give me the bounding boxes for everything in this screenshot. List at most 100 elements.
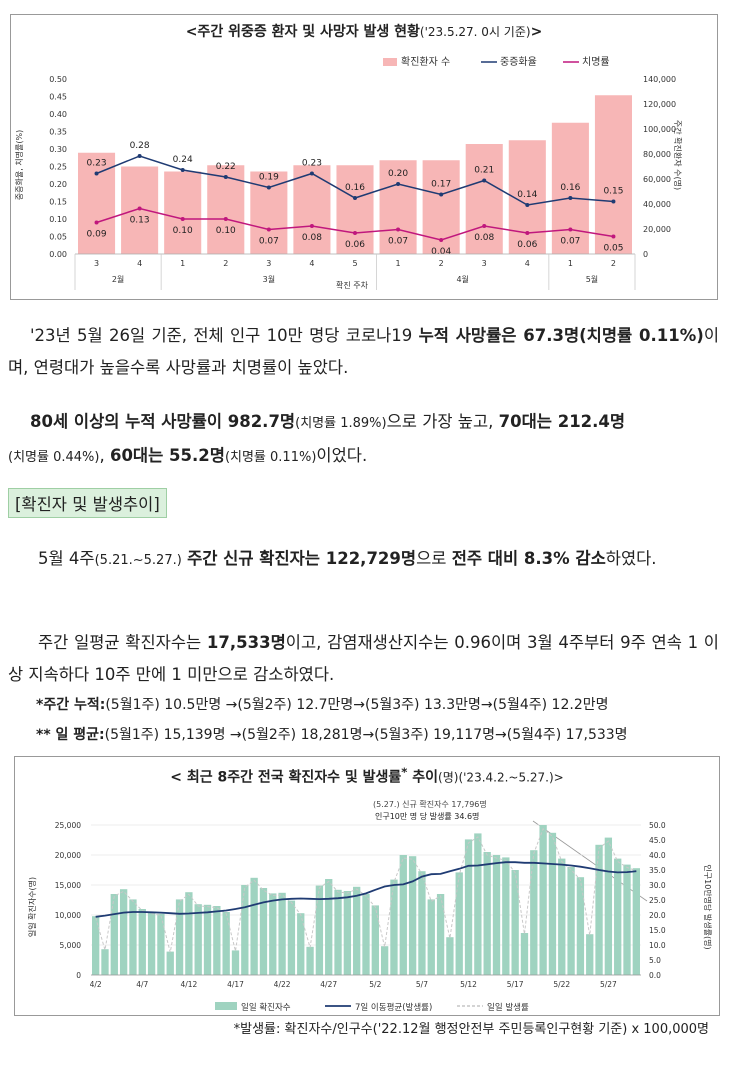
chart1-right-tick: 20,000 xyxy=(643,225,671,234)
chart2-bar xyxy=(287,900,296,975)
chart1-week-label: 3 xyxy=(482,259,487,268)
chart1-fatal-point xyxy=(439,238,444,242)
chart1-severe-label: 0.16 xyxy=(560,183,580,193)
chart1-left-axis-label: 중증화율, 치명률(%) xyxy=(14,130,24,200)
chart2-right-tick: 5.0 xyxy=(649,956,661,965)
chart2-bar xyxy=(203,904,212,975)
chart1-left-tick: 0.35 xyxy=(49,128,67,137)
chart1-severe-label: 0.15 xyxy=(603,187,623,197)
chart1-fatal-label: 0.13 xyxy=(130,216,150,226)
chart1-right-tick: 100,000 xyxy=(643,125,676,134)
chart2-bar xyxy=(511,870,519,975)
chart1-fatal-point xyxy=(396,227,401,232)
chart1-week-label: 4 xyxy=(525,259,530,268)
legend-confirmed-swatch xyxy=(383,58,397,66)
chart2-x-tick: 4/22 xyxy=(274,980,291,989)
chart2-bar xyxy=(399,855,407,975)
chart2-bar xyxy=(269,893,277,975)
chart2-right-tick: 0.0 xyxy=(649,971,661,980)
chart1-left-tick: 0.30 xyxy=(49,145,67,154)
chart2-bar xyxy=(558,858,566,975)
chart1-fatal-label: 0.10 xyxy=(216,226,236,236)
chart1-bar xyxy=(336,165,374,254)
paragraph-age-death-rate: 80세 이상의 누적 사망률이 982.7명(치명률 1.89%)으로 가장 높… xyxy=(8,412,626,465)
chart1-severe-point xyxy=(482,178,487,183)
chart1-bar xyxy=(164,171,202,254)
chart2-bar xyxy=(138,909,146,975)
chart2-moving-average-line xyxy=(95,861,637,918)
chart1-left-tick: 0.10 xyxy=(49,215,67,224)
chart2-bar xyxy=(446,937,454,975)
chart2-x-tick: 5/27 xyxy=(600,980,617,989)
legend-daily-cases-swatch xyxy=(215,1002,237,1010)
chart1-month-label: 4월 xyxy=(456,274,468,284)
chart2-title: < 최근 8주간 전국 확진자수 및 발생률* 추이(명)('23.4.2.~5… xyxy=(170,765,564,786)
chart2-bar xyxy=(129,899,137,975)
chart2-daily-rate-line xyxy=(95,827,637,953)
chart1-month-label: 3월 xyxy=(263,274,275,284)
paragraph-daily-average: 주간 일평균 확진자수는 17,533명이고, 감염재생산지수는 0.96이며 … xyxy=(8,633,719,684)
chart1-severe-point xyxy=(525,203,530,207)
section-heading-confirmed-trend: [확진자 및 발생추이] xyxy=(8,488,167,518)
chart1-right-tick: 0 xyxy=(643,250,648,259)
legend-confirmed: 확진환자 수 xyxy=(401,56,450,68)
chart2-bar xyxy=(222,912,230,975)
chart2-left-tick: 15,000 xyxy=(55,881,81,890)
chart2-bar xyxy=(539,825,547,975)
chart2-bar xyxy=(353,886,361,975)
chart2-bar xyxy=(297,913,305,975)
chart2-bar xyxy=(614,858,622,975)
chart1-severe-point xyxy=(439,192,444,197)
chart1-severe-point xyxy=(180,168,185,172)
chart1-severe-point xyxy=(266,185,271,190)
chart2-x-tick: 5/7 xyxy=(416,980,428,989)
chart2-bar xyxy=(371,905,379,975)
chart1-severe-point xyxy=(223,175,228,179)
chart1-fatal-label: 0.10 xyxy=(173,226,193,236)
chart2-bar xyxy=(520,933,529,975)
chart2-left-tick: 25,000 xyxy=(55,821,81,830)
chart2-right-tick: 40.0 xyxy=(649,851,666,860)
chart2-right-tick: 50.0 xyxy=(649,821,666,830)
chart2-bar xyxy=(586,934,594,975)
legend-moving-average: 7일 이동평균(발생률) xyxy=(355,1002,432,1013)
chart2-bar xyxy=(464,839,473,975)
note-daily-average: ** 일 평균:(5월1주) 15,139명 →(5월2주) 18,281명→(… xyxy=(36,727,628,743)
chart2-x-tick: 4/7 xyxy=(136,980,148,989)
legend-severe: 중증화율 xyxy=(500,56,537,68)
chart1-fatal-label: 0.05 xyxy=(603,244,623,254)
chart2-left-tick: 20,000 xyxy=(55,851,81,860)
chart2-bar xyxy=(530,850,538,975)
chart2-left-axis-label: 일일 확진자수(명) xyxy=(27,877,37,937)
chart2-bar xyxy=(436,894,445,975)
chart2-right-tick: 30.0 xyxy=(649,881,666,890)
chart1-severe-label: 0.28 xyxy=(130,141,150,151)
chart1-severe-point xyxy=(94,171,99,176)
chart1-severe-label: 0.14 xyxy=(517,190,537,200)
chart2-bar xyxy=(408,856,417,975)
paragraph-weekly-new-cases: 5월 4주(5.21.~5.27.) 주간 신규 확진자는 122,729명으로… xyxy=(38,549,657,568)
chart1-right-tick: 120,000 xyxy=(643,100,676,109)
chart2-right-tick: 25.0 xyxy=(649,896,666,905)
chart2-bar xyxy=(380,946,389,975)
chart1-right-tick: 140,000 xyxy=(643,75,676,84)
chart1-left-tick: 0.50 xyxy=(49,75,67,84)
chart2-x-tick: 5/12 xyxy=(460,980,477,989)
chart1-fatal-point xyxy=(309,224,314,228)
chart1-fatal-label: 0.06 xyxy=(517,240,537,250)
chart1-right-tick: 60,000 xyxy=(643,175,671,184)
chart2-bar xyxy=(362,894,370,975)
chart1-right-axis-label: 주간 확진환자 수(명) xyxy=(673,120,683,190)
chart2-bar xyxy=(306,946,314,975)
chart1-title: <주간 위중증 환자 및 사망자 발생 현황('23.5.27. 0시 기준)> xyxy=(185,24,543,40)
chart2-bar xyxy=(567,867,575,975)
chart1-week-label: 3 xyxy=(94,259,99,268)
chart1-month-label: 5월 xyxy=(586,274,598,284)
chart2-bar xyxy=(101,949,109,975)
chart1-bar xyxy=(594,95,632,254)
chart2-bar xyxy=(418,871,426,975)
chart2-bar xyxy=(390,879,398,975)
chart1-fatal-point xyxy=(137,206,142,211)
legend-fatal: 치명률 xyxy=(582,56,610,68)
chart2-bar xyxy=(548,832,557,975)
